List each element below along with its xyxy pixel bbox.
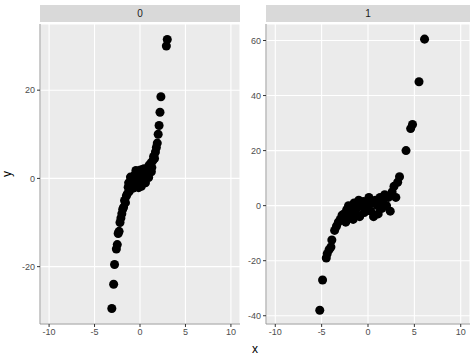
svg-text:-10: -10 <box>43 327 56 337</box>
svg-text:10: 10 <box>226 327 236 337</box>
svg-text:5: 5 <box>183 327 188 337</box>
html-text:1: 1 <box>365 8 371 19</box>
html-text:y: y <box>0 171 14 177</box>
svg-text:-20: -20 <box>22 262 35 272</box>
svg-text:0: 0 <box>30 174 35 184</box>
html-text:x: x <box>252 342 258 355</box>
svg-text:-5: -5 <box>91 327 99 337</box>
svg-text:40: 40 <box>251 91 261 101</box>
svg-text:-10: -10 <box>269 327 282 337</box>
svg-text:-5: -5 <box>318 327 326 337</box>
svg-text:0: 0 <box>365 327 370 337</box>
svg-text:20: 20 <box>25 85 35 95</box>
html-text:0: 0 <box>137 8 143 19</box>
svg-text:-20: -20 <box>248 256 261 266</box>
svg-text:20: 20 <box>251 146 261 156</box>
svg-text:10: 10 <box>456 327 466 337</box>
svg-text:0: 0 <box>256 201 261 211</box>
svg-text:5: 5 <box>412 327 417 337</box>
svg-text:-40: -40 <box>248 311 261 321</box>
svg-text:0: 0 <box>137 327 142 337</box>
svg-text:60: 60 <box>251 36 261 46</box>
